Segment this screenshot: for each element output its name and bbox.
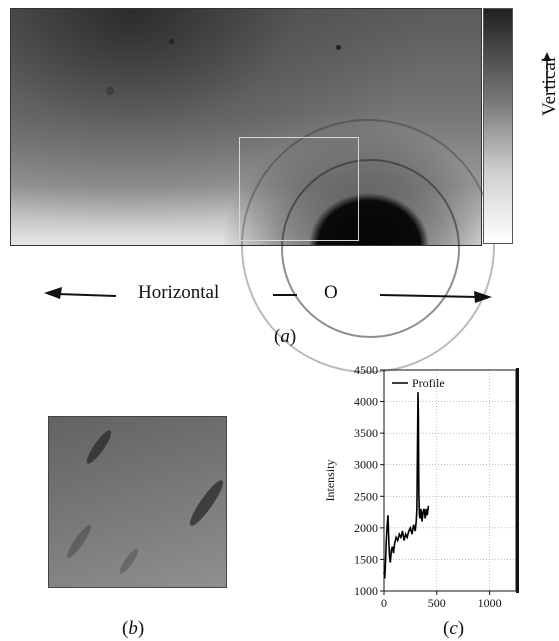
horizontal-axis-row: Horizontal O [40, 280, 500, 310]
diffraction-ring [241, 119, 495, 373]
y-tick-label: 3000 [354, 458, 378, 472]
diffraction-streak [83, 427, 115, 467]
detector-image [10, 8, 495, 373]
y-tick-label: 3500 [354, 426, 378, 440]
vertical-axis-label: Vertical [539, 56, 559, 116]
diffraction-streak [117, 546, 141, 576]
origin-dash [273, 294, 297, 296]
diffraction-streak [185, 477, 226, 529]
diffraction-streak [63, 522, 95, 561]
x-tick-label: 0 [381, 596, 387, 610]
y-axis-label: Intensity [323, 460, 337, 502]
diffraction-spot [336, 45, 341, 50]
intensity-profile-chart: 0 500 1000 1000 1500 2000 2500 3000 3500 4000 4500… [320, 360, 540, 615]
cropped-region-image [48, 416, 227, 588]
caption-b: (b) [122, 618, 145, 639]
plot-right-edge [516, 368, 519, 593]
region-of-interest-box [239, 137, 359, 241]
caption-a: (a) [274, 326, 297, 347]
caption-c: (c) [443, 618, 465, 639]
x-tick-label: 1000 [478, 596, 502, 610]
right-arrow-icon [380, 291, 492, 303]
legend-label: Profile [412, 376, 445, 390]
profile-series-line [383, 392, 430, 579]
vertical-arrow-icon [543, 52, 551, 92]
detector-image-panel [10, 8, 515, 373]
origin-label: O [324, 282, 338, 303]
x-tick-label: 500 [428, 596, 446, 610]
y-tick-label: 4000 [354, 395, 378, 409]
diffraction-spot [169, 39, 174, 44]
horizontal-axis-label: Horizontal [138, 282, 220, 303]
diffraction-spot [106, 87, 114, 95]
left-arrow-icon [44, 287, 116, 299]
chart-svg: 0 500 1000 1000 1500 2000 2500 3000 3500 4000 4500… [323, 363, 519, 610]
plot-frame [383, 369, 517, 592]
y-tick-label: 4500 [354, 363, 378, 377]
intensity-colorbar [483, 8, 513, 244]
y-tick-label: 2000 [354, 521, 378, 535]
y-tick-label: 2500 [354, 489, 378, 503]
y-tick-label: 1500 [354, 552, 378, 566]
y-tick-label: 1000 [354, 584, 378, 598]
